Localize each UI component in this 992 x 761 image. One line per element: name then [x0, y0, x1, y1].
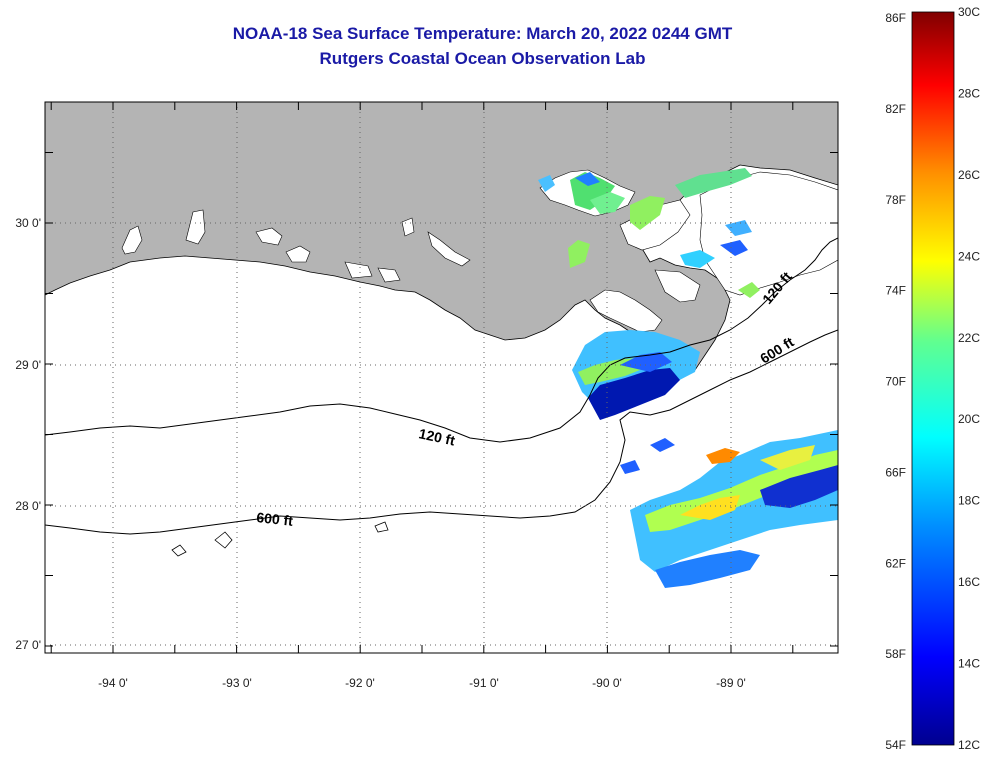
lake-coast-2: [344, 261, 373, 279]
colorbar-c-label: 24C: [958, 249, 980, 263]
colorbar-f-label: 54F: [885, 738, 906, 752]
lon-label: -93 0': [222, 676, 252, 690]
map-subtitle: Rutgers Coastal Ocean Observation Lab: [319, 49, 646, 68]
colorbar-f-label: 70F: [885, 375, 906, 389]
lake-calcasieu: [121, 225, 143, 255]
lon-label: -92 0': [345, 676, 375, 690]
colorbar-c-label: 30C: [958, 5, 980, 19]
colorbar-ticks: 86F 82F 78F 74F 70F 66F 62F 58F 54F 30C 28C 26C 24C 2…: [885, 5, 980, 752]
map-frame: [44, 101, 839, 654]
delta-marsh-2: [654, 269, 701, 303]
map-title: NOAA-18 Sea Surface Temperature: March 2…: [232, 24, 733, 43]
lon-label: -90 0': [592, 676, 622, 690]
latitude-labels: 30 0' 29 0' 28 0' 27 0': [15, 216, 41, 652]
colorbar-f-label: 86F: [885, 11, 906, 25]
delta-marsh: [589, 289, 663, 333]
lake-white: [185, 209, 206, 245]
colorbar-f-label: 82F: [885, 102, 906, 116]
colorbar-c-label: 16C: [958, 575, 980, 589]
lat-label: 29 0': [15, 358, 41, 372]
colorbar-f-label: 66F: [885, 465, 906, 479]
lon-label: -89 0': [716, 676, 746, 690]
colorbar: [911, 11, 955, 746]
colorbar-c-label: 18C: [958, 494, 980, 508]
lake-fausse: [285, 245, 311, 263]
contour-label-600ft-west: 600 ft: [256, 509, 294, 529]
colorbar-c-label: 28C: [958, 86, 980, 100]
contour-120ft-west: [45, 237, 838, 443]
lon-label: -91 0': [469, 676, 499, 690]
longitude-labels: -94 0' -93 0' -92 0' -91 0' -90 0' -89 0': [98, 676, 746, 690]
colorbar-c-label: 26C: [958, 168, 980, 182]
colorbar-f-label: 62F: [885, 556, 906, 570]
contour-600ft: [45, 329, 838, 535]
lat-label: 27 0': [15, 638, 41, 652]
colorbar-f-label: 78F: [885, 193, 906, 207]
graticule: [45, 102, 838, 653]
lake-coast-3: [377, 267, 401, 283]
colorbar-c-label: 22C: [958, 331, 980, 345]
contour-label-120ft-west: 120 ft: [417, 425, 456, 448]
colorbar-c-label: 20C: [958, 412, 980, 426]
lat-label: 28 0': [15, 499, 41, 513]
sst-patches: [538, 168, 838, 588]
colorbar-c-label: 12C: [958, 738, 980, 752]
colorbar-f-label: 74F: [885, 284, 906, 298]
lat-label: 30 0': [15, 216, 41, 230]
lon-label: -94 0': [98, 676, 128, 690]
lake-grand: [255, 227, 283, 246]
lake-barataria: [427, 231, 471, 267]
colorbar-f-label: 58F: [885, 647, 906, 661]
colorbar-c-label: 14C: [958, 657, 980, 671]
